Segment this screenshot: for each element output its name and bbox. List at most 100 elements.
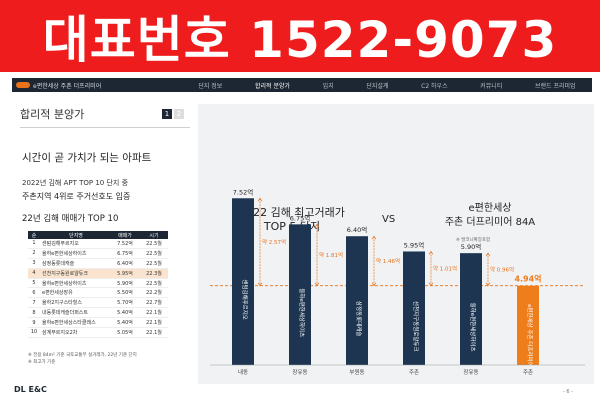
table-cell: 5.95억 <box>117 270 133 277</box>
top-navbar: e편한세상 주촌 더프리미어 단지 정보 합리적 분양가 입지 단지설계 C2 하우스 커… <box>12 78 592 92</box>
category-label: 부원동 <box>349 368 364 376</box>
category-label: 주촌 <box>523 368 533 376</box>
difference-label: 약 2.57억 <box>262 238 286 246</box>
subheadline-1: 2022년 김해 APT TOP 10 단지 중 <box>22 179 129 187</box>
table-row: 9 율하e편한세상스타클래스 5.40억 22.1월 <box>28 318 168 329</box>
chart-right-note: ※ 발코니확장포함 <box>456 238 491 243</box>
table-cell: 5.90억 <box>117 280 133 287</box>
table-header: 순 단지명 매매가 시기 <box>28 231 168 239</box>
bar <box>289 224 311 365</box>
table-cell: 7 <box>32 299 36 306</box>
page-indicator-2[interactable]: 2 <box>174 109 184 119</box>
table-cell: 율하e편한세상스타클래스 <box>42 320 96 327</box>
table-cell: 22.5월 <box>146 250 162 257</box>
value-label: 7.52억 <box>233 188 253 196</box>
header-price: 매매가 <box>118 232 132 239</box>
header-rank: 순 <box>31 232 37 239</box>
table-row: 2 율하e편한세상하이츠 6.75억 22.5월 <box>28 249 168 259</box>
table-cell: 5.05억 <box>117 329 133 336</box>
difference-label: 약 1.81억 <box>319 251 343 259</box>
table-cell: 1 <box>32 240 36 247</box>
table-cell: 삼정동롯데캐슬 <box>42 260 75 267</box>
table-cell: 율하e편한세상하이츠 <box>42 250 87 257</box>
table-note-2: ※ 최고가 기준 <box>28 360 56 365</box>
category-label: 내동 <box>238 368 248 376</box>
nav-item-1[interactable]: 단지 정보 <box>198 82 223 90</box>
nav-item-6[interactable]: 커뮤니티 <box>480 82 503 90</box>
table-row: 10 삼계푸르지오2차 5.05억 22.1월 <box>28 328 168 338</box>
arrow-head-up <box>428 250 434 255</box>
bar-name-label: 센텀김해푸르지오 <box>241 279 249 319</box>
nav-item-5[interactable]: C2 하우스 <box>421 82 448 90</box>
value-label: 5.95억 <box>404 241 424 249</box>
arrow-head-up <box>314 223 320 228</box>
arrow-head-up <box>257 197 263 202</box>
table-cell: 3 <box>32 260 36 267</box>
header-name: 단지명 <box>69 232 83 239</box>
arrow-head-down <box>257 282 263 287</box>
table-cell: 22.5월 <box>146 240 162 247</box>
table-cell: 22.3월 <box>146 270 162 277</box>
page-number: - 6 - <box>563 389 573 395</box>
value-label: 5.90억 <box>461 243 481 251</box>
table-row: 8 내동롯데캐슬더퍼스트 5.40억 22.1월 <box>28 308 168 319</box>
arrow-head-down <box>314 282 320 287</box>
brand-logo-icon <box>16 82 30 88</box>
difference-label: 약 0.96억 <box>490 265 514 273</box>
table-note-1: ※ 전용 84m² 기준 국토교통부 실거래가, 22년 기준 단지 <box>28 353 137 358</box>
header-date: 시기 <box>149 232 159 239</box>
table-cell: 5.50억 <box>117 290 133 297</box>
nav-items: 단지 정보 합리적 분양가 입지 단지설계 C2 하우스 커뮤니티 브랜드 프리미엄 <box>182 81 592 90</box>
table-row: 1 센텀김해푸르지오 7.52억 22.5월 <box>28 239 168 249</box>
arrow-head-down <box>371 282 377 287</box>
table-row: 6 e편한세상장유 5.50억 22.2월 <box>28 288 168 299</box>
table-cell: 선천지구동원로얄듀크 <box>42 270 89 277</box>
table-cell: 4 <box>32 270 36 277</box>
brand[interactable]: e편한세상 주촌 더프리미어 <box>12 81 182 90</box>
section-title-text: 합리적 분양가 <box>20 108 85 121</box>
table-cell: 율하e편한세상하이츠 <box>42 280 87 287</box>
table-cell: 22.7월 <box>146 300 162 307</box>
bar-name-label: 율하e편한세상하이츠 <box>298 288 306 337</box>
chart-right-title: e편한세상 주촌 더프리미어 84A <box>430 202 550 230</box>
nav-item-3[interactable]: 입지 <box>322 82 334 90</box>
table-cell: 7.52억 <box>117 240 133 247</box>
table-cell: 5 <box>32 280 36 286</box>
bar <box>460 253 482 365</box>
arrow-head-down <box>485 282 491 287</box>
category-label: 주촌 <box>409 368 419 376</box>
value-label: 6.75억 <box>290 214 310 222</box>
value-label: 6.40억 <box>347 226 367 234</box>
table-cell: 5.70억 <box>117 300 133 307</box>
page-indicator: 1 2 <box>162 109 184 119</box>
divider <box>20 127 190 128</box>
bar <box>517 285 539 365</box>
price-table: 순 단지명 매매가 시기 1 센텀김해푸르지오 7.52억 22.5월 2 율하e편한세상… <box>28 231 168 338</box>
chart-right-title-line1: e편한세상 <box>468 203 512 214</box>
table-cell: 5.40억 <box>117 320 133 327</box>
section-title: 합리적 분양가 <box>20 106 190 122</box>
table-cell: e편한세상장유 <box>42 290 73 297</box>
slide: e편한세상 주촌 더프리미어 단지 정보 합리적 분양가 입지 단지설계 C2 하우스 커… <box>0 72 600 401</box>
nav-item-4[interactable]: 단지설계 <box>366 82 389 90</box>
headline: 시간이 곧 가치가 되는 아파트 <box>22 152 152 164</box>
table-row: 5 율하e편한세상하이츠 5.90억 22.5월 <box>28 279 168 289</box>
brand-label: e편한세상 주촌 더프리미어 <box>33 82 102 90</box>
chart-left-title-line1: 2022 김해 최고거래가 <box>239 206 345 219</box>
nav-item-7[interactable]: 브랜드 프리미엄 <box>535 82 576 90</box>
table-cell: 22.2월 <box>146 290 162 297</box>
table-row: 4 선천지구동원로얄듀크 5.95억 22.3월 <box>28 268 168 279</box>
phone-banner[interactable]: 대표번호 1522-9073 <box>0 0 600 72</box>
difference-label: 약 1.01억 <box>433 265 457 273</box>
table-cell: 센텀김해푸르지오 <box>42 240 79 247</box>
bar <box>232 198 254 365</box>
table-cell: 22.5월 <box>146 280 162 287</box>
table-cell: 2 <box>32 250 36 257</box>
bar <box>403 251 425 365</box>
table-cell: 9 <box>32 319 36 326</box>
page-indicator-1[interactable]: 1 <box>162 109 172 119</box>
bar-name-label: e편한세상 주촌 더프리미어 <box>526 304 534 367</box>
table-cell: 6.40억 <box>117 260 133 267</box>
nav-item-2[interactable]: 합리적 분양가 <box>254 82 291 90</box>
